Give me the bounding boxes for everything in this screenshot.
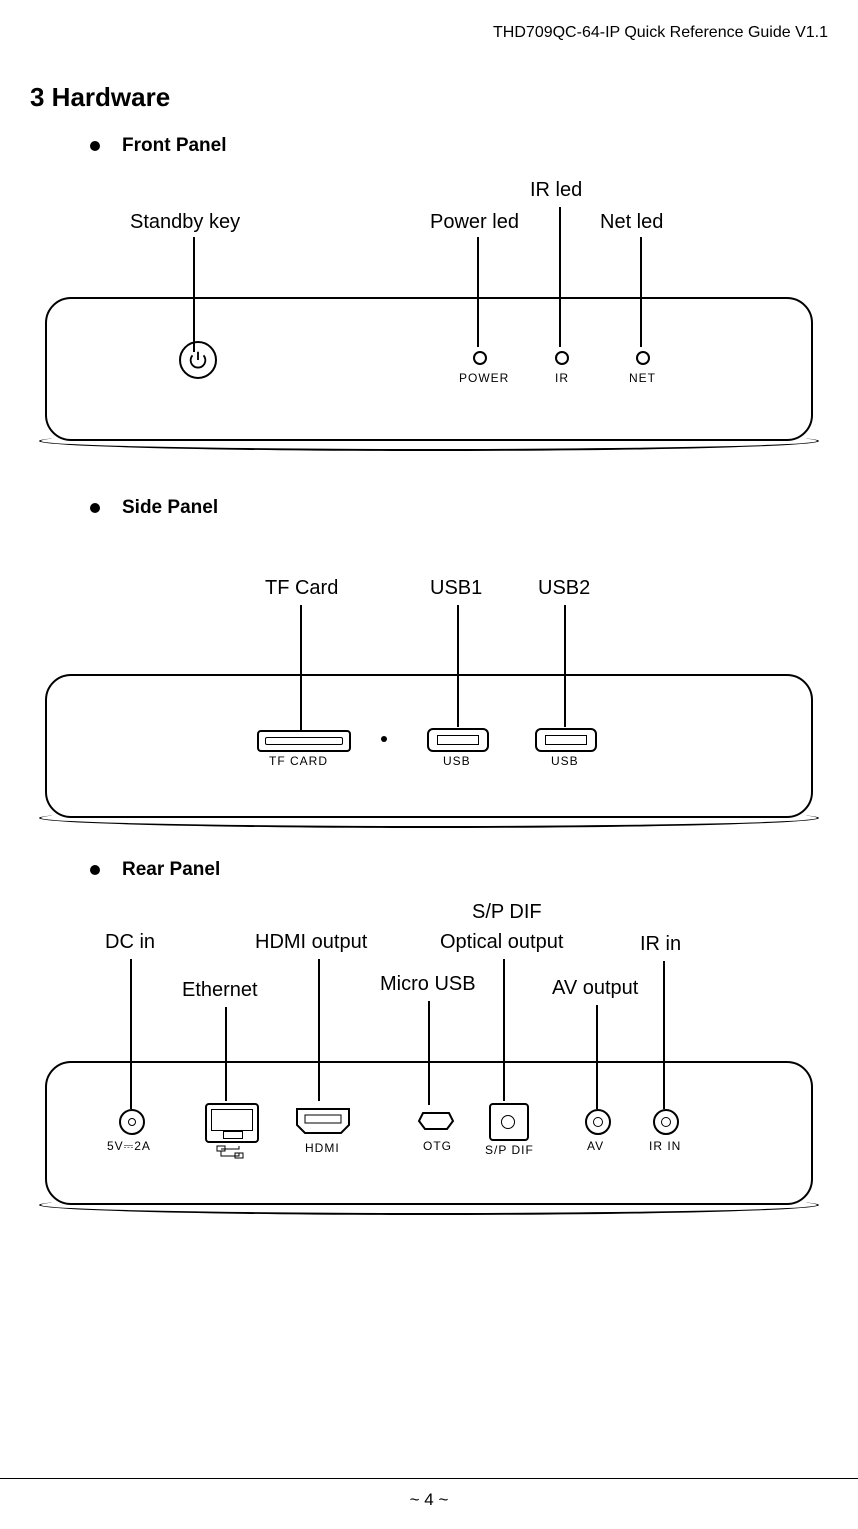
callout-ethernet: Ethernet bbox=[182, 979, 258, 1002]
rear-device: 5V⎓2A HDMI OTG S/P DIF AV bbox=[45, 1061, 813, 1205]
bullet-icon bbox=[90, 503, 100, 513]
usb-slot-icon bbox=[535, 728, 597, 752]
callout-hdmi: HDMI output bbox=[255, 931, 367, 954]
callout-usb2: USB2 bbox=[538, 577, 590, 600]
port-label-av: AV bbox=[587, 1139, 604, 1153]
port-label-usb1: USB bbox=[443, 754, 471, 768]
spdif-port-icon bbox=[489, 1103, 529, 1141]
ir-in-jack-icon bbox=[653, 1109, 679, 1135]
front-panel-label: Front Panel bbox=[122, 135, 227, 157]
led-icon bbox=[473, 351, 487, 365]
side-panel-label: Side Panel bbox=[122, 497, 218, 519]
port-label-hdmi: HDMI bbox=[305, 1141, 340, 1155]
usb-slot-icon bbox=[427, 728, 489, 752]
port-label-tf: TF CARD bbox=[269, 754, 328, 768]
page-number: ~ 4 ~ bbox=[0, 1490, 858, 1510]
rear-panel-diagram: DC in HDMI output S/P DIF Optical output… bbox=[30, 891, 828, 1221]
hdmi-port-icon bbox=[295, 1107, 351, 1135]
port-label-net: NET bbox=[629, 371, 656, 385]
side-device: TF CARD USB USB bbox=[45, 674, 813, 818]
port-label-usb2: USB bbox=[551, 754, 579, 768]
port-label-irin: IR IN bbox=[649, 1139, 681, 1153]
rear-panel-label: Rear Panel bbox=[122, 859, 220, 881]
port-label-power: POWER bbox=[459, 371, 509, 385]
av-jack-icon bbox=[585, 1109, 611, 1135]
micro-usb-icon bbox=[417, 1111, 455, 1131]
callout-usb1: USB1 bbox=[430, 577, 482, 600]
front-panel-heading: Front Panel bbox=[90, 135, 828, 157]
callout-tf: TF Card bbox=[265, 577, 338, 600]
port-label-otg: OTG bbox=[423, 1139, 452, 1153]
ethernet-port-icon bbox=[205, 1103, 259, 1143]
callout-power-led: Power led bbox=[430, 211, 519, 234]
port-label-spdif: S/P DIF bbox=[485, 1143, 534, 1157]
led-icon bbox=[636, 351, 650, 365]
led-icon bbox=[555, 351, 569, 365]
bullet-icon bbox=[90, 865, 100, 875]
bullet-icon bbox=[90, 141, 100, 151]
callout-standby: Standby key bbox=[130, 211, 240, 234]
side-panel-heading: Side Panel bbox=[90, 497, 828, 519]
callout-irin: IR in bbox=[640, 933, 681, 956]
callout-net-led: Net led bbox=[600, 211, 663, 234]
callout-ir-led: IR led bbox=[530, 179, 582, 202]
callout-micro-usb: Micro USB bbox=[380, 973, 476, 996]
front-panel-diagram: Standby key Power led IR led Net led POW… bbox=[30, 167, 828, 467]
pinhole-icon bbox=[381, 736, 387, 742]
power-button-icon bbox=[179, 341, 217, 379]
rear-panel-heading: Rear Panel bbox=[90, 859, 828, 881]
dc-jack-icon bbox=[119, 1109, 145, 1135]
callout-av: AV output bbox=[552, 977, 638, 1000]
footer-rule bbox=[0, 1478, 858, 1479]
callout-spdif1: S/P DIF bbox=[472, 901, 542, 924]
tf-slot-icon bbox=[257, 730, 351, 752]
callout-dc: DC in bbox=[105, 931, 155, 954]
port-label-dc: 5V⎓2A bbox=[107, 1139, 151, 1154]
section-title: 3 Hardware bbox=[30, 82, 828, 113]
port-label-ir: IR bbox=[555, 371, 569, 385]
side-panel-diagram: TF Card USB1 USB2 TF CARD USB USB bbox=[30, 529, 828, 839]
callout-spdif2: Optical output bbox=[440, 931, 563, 954]
front-device: POWER IR NET bbox=[45, 297, 813, 441]
ethernet-symbol-icon bbox=[215, 1145, 245, 1159]
doc-header: THD709QC-64-IP Quick Reference Guide V1.… bbox=[493, 24, 828, 42]
